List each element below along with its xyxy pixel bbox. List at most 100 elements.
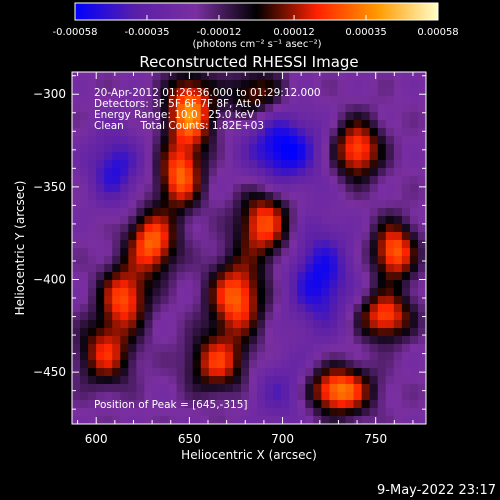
heatmap-cell	[265, 280, 274, 289]
heatmap-cell	[289, 160, 298, 169]
heatmap-cell	[257, 136, 266, 145]
heatmap-cell	[200, 376, 210, 385]
heatmap-cell	[160, 216, 170, 225]
heatmap-cell	[249, 120, 258, 129]
heatmap-cell	[377, 200, 387, 209]
heatmap-cell	[240, 160, 250, 169]
heatmap-cell	[120, 312, 129, 321]
heatmap-cell	[313, 256, 323, 265]
heatmap-cell	[176, 224, 186, 233]
heatmap-cell	[232, 88, 242, 97]
heatmap-cell	[265, 168, 274, 177]
y-tick-label: −350	[33, 180, 66, 194]
annotation-detectors: Detectors: 3F 5F 6F 7F 8F, Att 0	[94, 98, 261, 110]
heatmap-cell	[224, 112, 234, 121]
heatmap-cell	[120, 408, 129, 417]
heatmap-cell	[104, 344, 113, 353]
heatmap-cell	[305, 264, 314, 273]
heatmap-cell	[96, 288, 105, 297]
heatmap-cell	[104, 104, 113, 113]
heatmap-cell	[192, 160, 202, 169]
heatmap-cell	[216, 320, 226, 329]
heatmap-cell	[401, 264, 411, 273]
heatmap-cell	[104, 232, 113, 241]
heatmap-cell	[377, 344, 387, 353]
heatmap-cell	[385, 384, 395, 393]
heatmap-cell	[168, 128, 178, 137]
heatmap-cell	[409, 256, 419, 265]
heatmap-cell	[200, 256, 210, 265]
heatmap-cell	[297, 112, 306, 121]
heatmap-cell	[104, 328, 113, 337]
heatmap-cell	[104, 256, 113, 265]
heatmap-cell	[385, 120, 395, 129]
heatmap-cell	[361, 152, 371, 161]
heatmap-cell	[321, 376, 331, 385]
heatmap-cell	[104, 200, 113, 209]
heatmap-cell	[409, 104, 419, 113]
heatmap-cell	[224, 264, 234, 273]
heatmap-cell	[112, 416, 121, 424]
heatmap-cell	[305, 176, 314, 185]
heatmap-cell	[176, 168, 186, 177]
heatmap-cell	[144, 360, 154, 369]
heatmap-cell	[128, 288, 137, 297]
heatmap-cell	[72, 104, 81, 113]
heatmap-cell	[112, 184, 121, 193]
heatmap-cell	[152, 296, 162, 305]
heatmap-cell	[385, 288, 395, 297]
heatmap-cell	[377, 248, 387, 257]
heatmap-cell	[377, 216, 387, 225]
heatmap-cell	[144, 144, 154, 153]
heatmap-cell	[232, 328, 242, 337]
heatmap-cell	[329, 160, 339, 169]
heatmap-cell	[104, 360, 113, 369]
heatmap-cell	[216, 120, 226, 129]
heatmap-cell	[249, 264, 258, 273]
heatmap-cell	[208, 88, 218, 97]
heatmap-cell	[329, 336, 339, 345]
heatmap-cell	[72, 336, 81, 345]
heatmap-cell	[273, 144, 282, 153]
heatmap-cell	[96, 104, 105, 113]
heatmap-cell	[385, 224, 395, 233]
heatmap-cell	[265, 320, 274, 329]
heatmap-cell	[393, 240, 403, 249]
heatmap-cell	[88, 272, 97, 281]
heatmap-cell	[257, 376, 266, 385]
heatmap-cell	[152, 224, 162, 233]
heatmap-cell	[232, 392, 242, 401]
heatmap-cell	[96, 392, 105, 401]
heatmap-cell	[184, 360, 194, 369]
heatmap-cell	[200, 192, 210, 201]
heatmap-cell	[305, 72, 314, 81]
heatmap-cell	[289, 416, 298, 424]
heatmap-cell	[208, 224, 218, 233]
heatmap-cell	[104, 296, 113, 305]
heatmap-cell	[192, 216, 202, 225]
heatmap-cell	[289, 400, 298, 409]
heatmap-cell	[321, 392, 331, 401]
heatmap-cell	[192, 112, 202, 121]
heatmap-cell	[401, 416, 411, 424]
heatmap-cell	[281, 360, 290, 369]
heatmap-cell	[417, 376, 426, 385]
heatmap-cell	[417, 416, 426, 424]
heatmap-cell	[80, 152, 89, 161]
heatmap-cell	[184, 120, 194, 129]
heatmap-cell	[353, 304, 363, 313]
heatmap-cell	[249, 72, 258, 81]
colorbar-tick-label: -0.00058	[53, 27, 98, 38]
heatmap-cell	[80, 248, 89, 257]
heatmap-cell	[377, 160, 387, 169]
heatmap-cell	[401, 224, 411, 233]
heatmap-cell	[257, 248, 266, 257]
heatmap-cell	[337, 216, 347, 225]
heatmap-cell	[136, 80, 146, 89]
heatmap-cell	[321, 280, 331, 289]
heatmap-cell	[353, 416, 363, 424]
heatmap-cell	[120, 136, 129, 145]
heatmap-cell	[377, 416, 387, 424]
heatmap-cell	[273, 248, 282, 257]
heatmap-cell	[240, 88, 250, 97]
